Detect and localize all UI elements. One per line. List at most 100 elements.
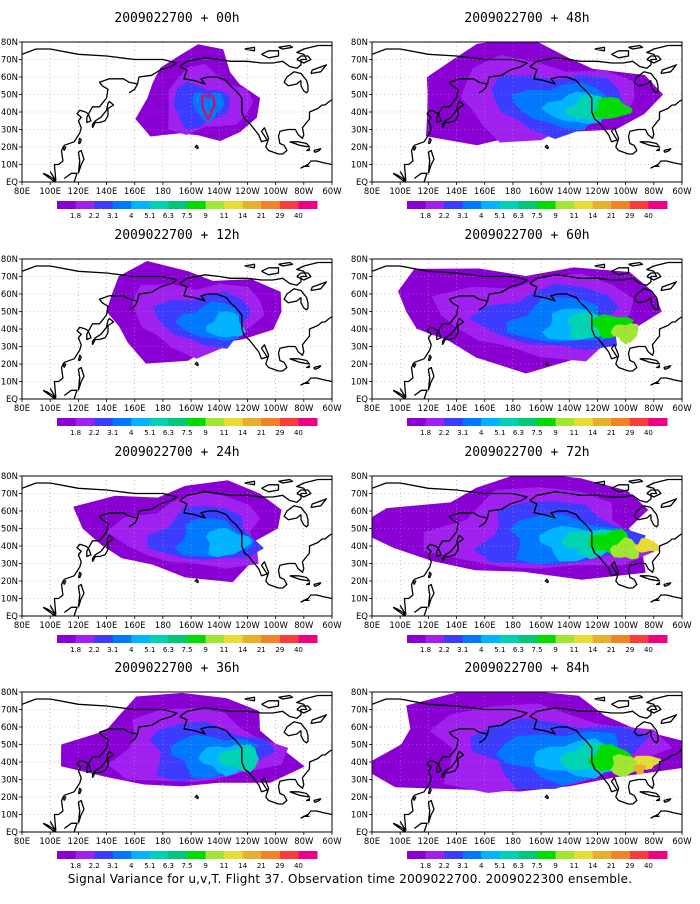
coastline — [646, 489, 662, 498]
coastline — [478, 733, 489, 744]
lon-tick-label: 80E — [364, 837, 380, 847]
colorbar-label: 9 — [553, 862, 557, 870]
lat-tick-label: 60N — [1, 73, 18, 83]
lon-tick-label: 120E — [68, 404, 90, 414]
colorbar-swatch — [518, 201, 538, 209]
lat-tick-label: 60N — [351, 507, 368, 517]
lat-tick-label: 10N — [351, 811, 368, 821]
lat-tick-label: 30N — [1, 560, 18, 570]
coastline — [278, 44, 294, 50]
lat-tick-label: 10N — [1, 811, 18, 821]
colorbar-label: 21 — [257, 862, 266, 870]
colorbar-label: 21 — [257, 646, 266, 654]
variance-field — [372, 692, 682, 832]
colorbar-swatch — [518, 851, 538, 859]
coastline — [660, 498, 678, 509]
coastline — [544, 578, 549, 584]
colorbar-swatch — [94, 201, 114, 209]
map-panel: 2009022700 + 36h 80E 100E 120E 140E 160E 180 16… — [1, 661, 342, 870]
lon-tick-label: 140E — [96, 621, 118, 631]
coastline — [529, 499, 682, 589]
colorbar-label: 6.3 — [513, 212, 524, 220]
coastline — [300, 160, 332, 169]
colorbar-swatch — [592, 851, 612, 859]
variance-field — [22, 476, 332, 616]
lat-tick-label: 50N — [351, 525, 368, 535]
variance-field — [372, 259, 682, 399]
coastline — [42, 389, 57, 399]
lon-tick-label: 100E — [389, 404, 411, 414]
colorbar-swatch — [131, 635, 151, 643]
coastline — [244, 480, 256, 486]
colorbar-label: 6.3 — [513, 862, 524, 870]
colorbar-label: 4 — [129, 862, 134, 870]
lat-tick-label: 10N — [1, 378, 18, 388]
lat-tick-label: 80N — [1, 472, 18, 482]
coastline — [289, 791, 311, 798]
coastline — [296, 705, 312, 714]
coastline — [77, 149, 85, 174]
colorbar-swatch — [481, 635, 501, 643]
lon-tick-label: 140W — [557, 837, 582, 847]
map-panel: 2009022700 + 12h 80E 100E 120E 140E 160E 180 16… — [1, 228, 342, 437]
lat-tick-label: 30N — [351, 126, 368, 136]
colorbar-swatch — [168, 851, 188, 859]
coastline — [283, 71, 309, 94]
coastline — [310, 281, 328, 292]
coastline — [639, 575, 661, 582]
colorbar-swatch — [75, 635, 95, 643]
lon-tick-label: 100W — [263, 404, 288, 414]
colorbar-swatch — [592, 201, 612, 209]
colorbar-label: 29 — [625, 646, 634, 654]
colorbar-swatch — [261, 201, 281, 209]
colorbar-swatch — [592, 635, 612, 643]
lat-tick-label: 70N — [351, 56, 368, 66]
coastline — [63, 389, 78, 399]
coastline — [261, 267, 280, 276]
lon-tick-label: 140E — [446, 404, 468, 414]
colorbar-label: 3.1 — [107, 862, 118, 870]
coastline — [427, 583, 435, 608]
lat-tick-label: 40N — [1, 542, 18, 552]
coastline — [194, 578, 199, 584]
lat-tick-label: 20N — [1, 793, 18, 803]
lon-tick-label: 80W — [644, 837, 664, 847]
colorbar-swatch — [261, 635, 281, 643]
colorbar-swatch — [537, 418, 557, 426]
lon-tick-label: 160W — [529, 404, 554, 414]
colorbar-swatch — [648, 418, 668, 426]
coastline — [278, 478, 294, 484]
colorbar-label: 14 — [588, 862, 597, 870]
colorbar-label: 29 — [275, 212, 284, 220]
colorbar-swatch — [187, 418, 207, 426]
lon-tick-label: 160W — [179, 187, 204, 197]
coastline — [646, 55, 662, 64]
lon-tick-label: 140W — [207, 837, 232, 847]
colorbar-swatch — [518, 418, 538, 426]
panel-title: 2009022700 + 84h — [464, 661, 589, 676]
lat-tick-label: 10N — [1, 595, 18, 605]
variance-contour — [609, 537, 640, 560]
coastline — [633, 505, 659, 528]
lat-tick-label: 50N — [351, 308, 368, 318]
lat-tick-label: 60N — [351, 73, 368, 83]
lon-tick-label: 100E — [39, 404, 61, 414]
coastline — [392, 389, 407, 399]
coastline — [427, 354, 432, 362]
colorbar-label: 11 — [220, 646, 229, 654]
colorbar-label: 1.8 — [70, 862, 81, 870]
coastline — [392, 606, 407, 616]
lon-tick-label: 80W — [294, 837, 314, 847]
coastline — [244, 696, 256, 702]
coastline — [261, 50, 280, 59]
colorbar-label: 2.2 — [439, 429, 450, 437]
coastline — [650, 810, 682, 819]
lat-tick-label: 10N — [1, 161, 18, 171]
footer-caption: Signal Variance for u,v,T. Flight 37. Ob… — [67, 872, 633, 886]
coastline — [427, 787, 432, 795]
coastline — [372, 482, 528, 615]
panel-title: 2009022700 + 12h — [114, 228, 239, 243]
colorbar-label: 6.3 — [163, 862, 174, 870]
lon-tick-label: 100E — [389, 621, 411, 631]
colorbar-swatch — [187, 635, 207, 643]
